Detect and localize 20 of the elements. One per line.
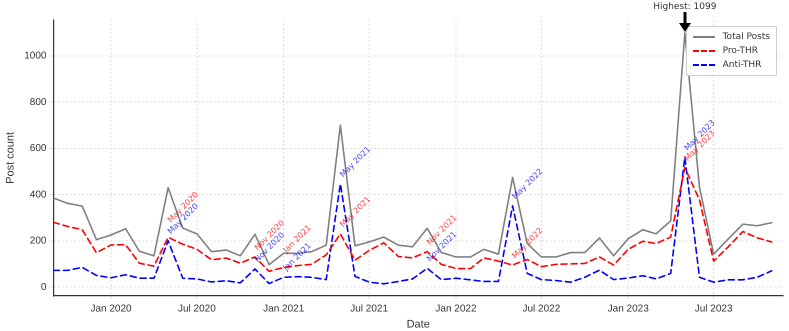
y-tick-label: 0: [40, 282, 47, 293]
y-tick-label: 600: [30, 143, 47, 154]
legend-label: Total Posts: [722, 31, 770, 44]
x-tick-label: Jan 2022: [435, 304, 477, 315]
y-tick-label: 800: [30, 96, 47, 108]
x-tick-label: Jul 2021: [350, 304, 388, 315]
y-tick-label: 1000: [24, 50, 47, 62]
legend-label: Pro-THR: [722, 45, 758, 58]
x-tick-label: Jul 2023: [694, 304, 733, 315]
x-tick-label: Jul 2020: [178, 304, 216, 315]
annotation: Highest: 1099: [653, 2, 717, 12]
y-axis-title: Post count: [4, 132, 17, 184]
x-tick-label: Jan 2021: [263, 304, 305, 315]
x-tick-label: Jan 2020: [90, 304, 132, 315]
legend-label: Anti-THR: [722, 59, 762, 72]
y-tick-label: 400: [30, 189, 47, 200]
x-tick-label: Jul 2022: [522, 304, 561, 315]
x-tick-label: Jan 2023: [608, 304, 650, 315]
y-tick-label: 200: [30, 236, 47, 247]
x-axis-title: Date: [406, 318, 430, 330]
